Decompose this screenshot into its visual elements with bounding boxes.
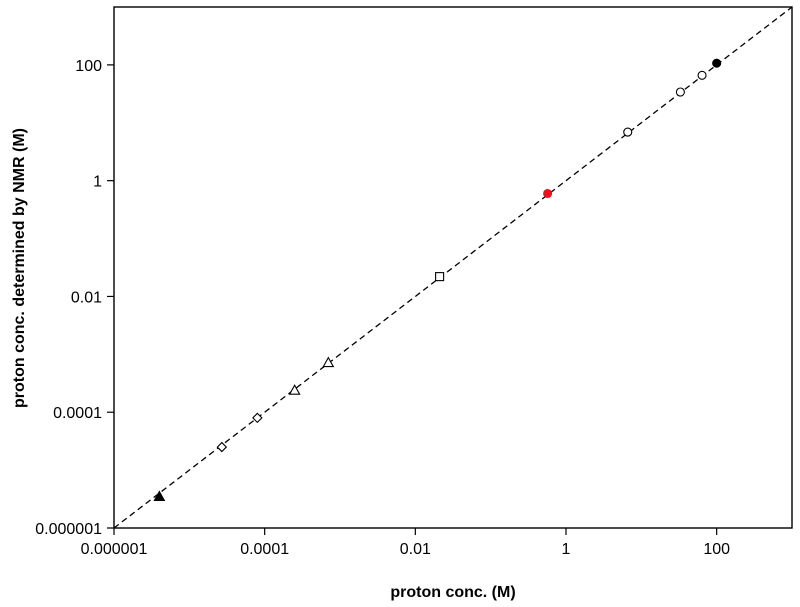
plot-area: 0.000001 0.0001 0.01 1 100 0.000001 0.0001 0.01… xyxy=(35,6,793,558)
x-tick-label: 0.0001 xyxy=(240,541,289,558)
data-point xyxy=(216,441,228,453)
data-point xyxy=(712,58,722,68)
data-point xyxy=(252,412,263,424)
reference-line xyxy=(113,6,793,529)
x-tick-label: 0.000001 xyxy=(81,541,148,558)
x-tick-label: 1 xyxy=(562,541,571,558)
data-point xyxy=(322,356,335,368)
y-tick-label: 0.0001 xyxy=(53,405,102,422)
y-tick-label: 1 xyxy=(93,174,102,191)
data-point xyxy=(675,87,685,97)
data-point xyxy=(435,272,445,282)
plot-frame xyxy=(113,6,793,529)
y-axis-title: proton conc. determined by NMR (M) xyxy=(11,128,28,408)
x-tick-label: 100 xyxy=(703,541,730,558)
y-tick-label: 0.01 xyxy=(71,289,102,306)
x-axis-title: proton conc. (M) xyxy=(390,584,515,601)
data-point xyxy=(543,188,553,199)
data-point xyxy=(288,384,301,395)
x-tick-label: 0.01 xyxy=(400,541,431,558)
data-point xyxy=(153,490,166,502)
data-point xyxy=(697,70,707,80)
y-tick-label: 100 xyxy=(75,58,102,75)
y-tick-label: 0.000001 xyxy=(35,521,102,538)
data-point xyxy=(623,127,633,137)
